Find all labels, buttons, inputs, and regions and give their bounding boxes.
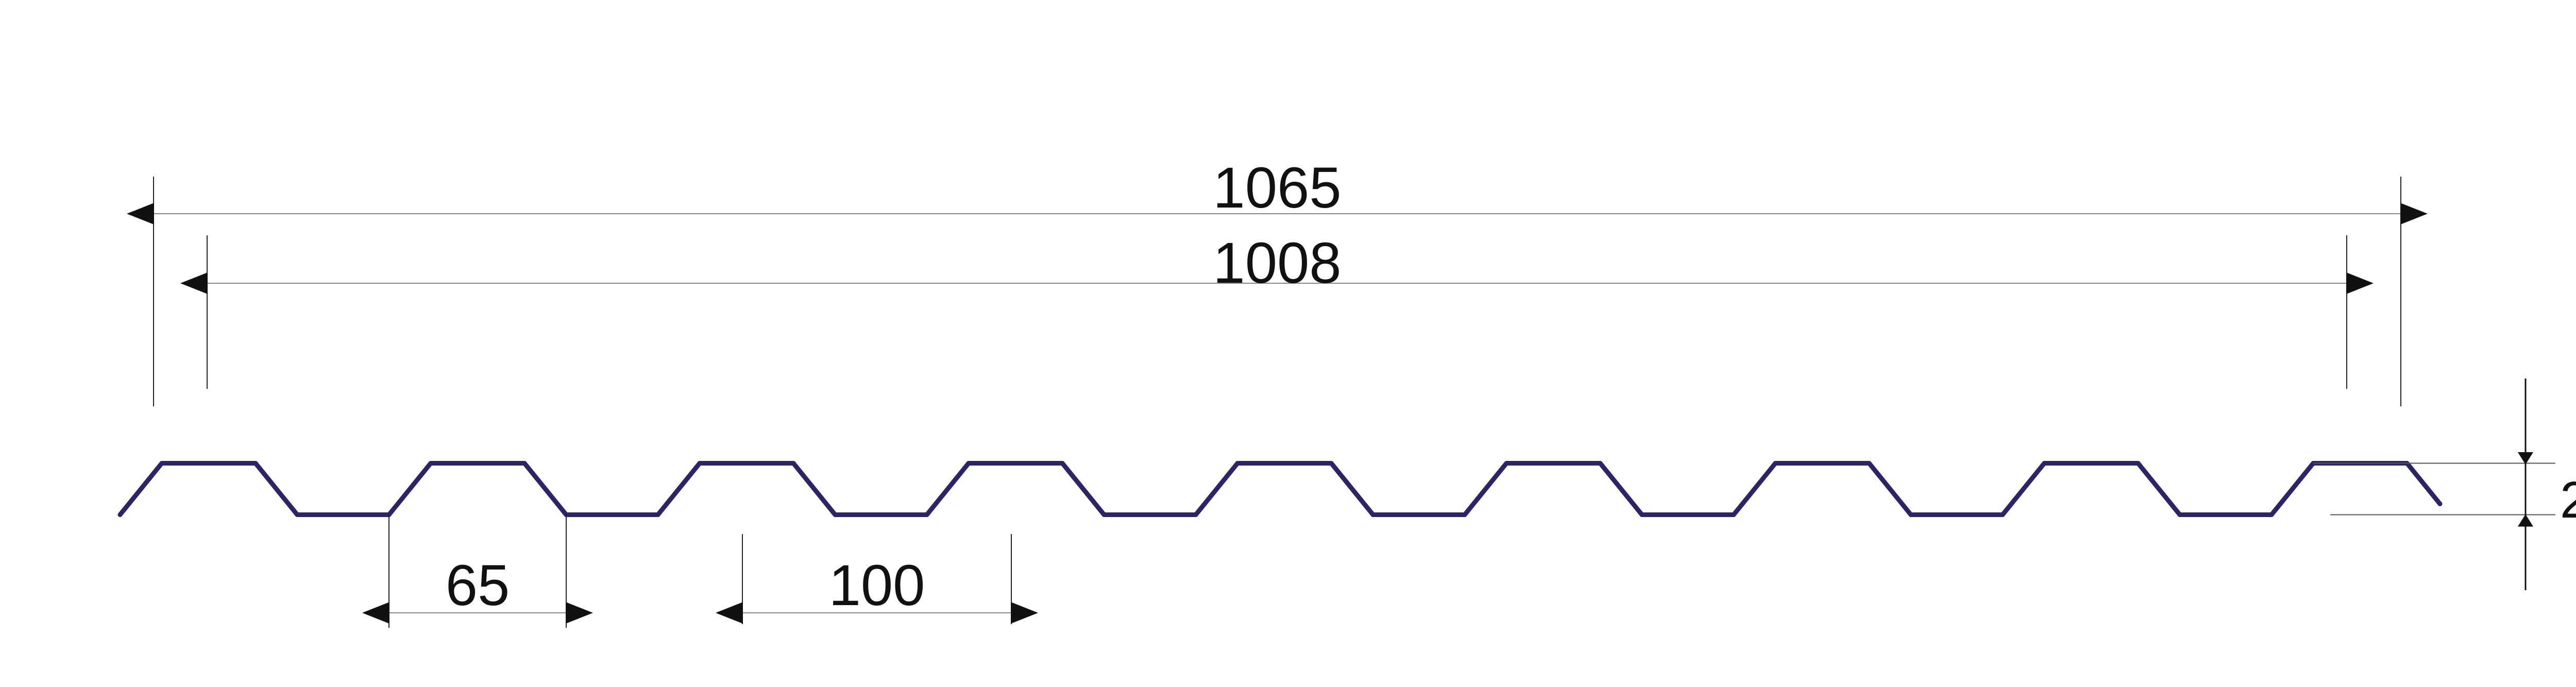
svg-text:1008: 1008 (1213, 231, 1341, 295)
svg-text:1065: 1065 (1213, 156, 1341, 220)
svg-text:21 мм: 21 мм (2560, 471, 2576, 529)
svg-text:100: 100 (829, 553, 925, 617)
svg-text:65: 65 (446, 553, 510, 617)
